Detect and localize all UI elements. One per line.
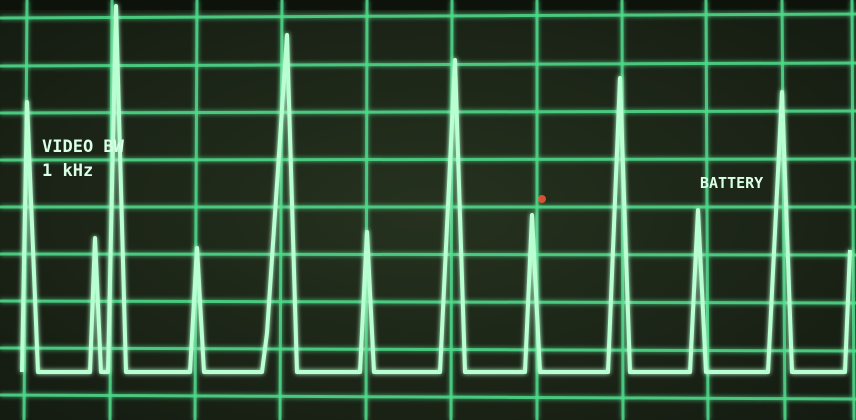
trace [20,4,852,374]
grid-line [0,157,856,162]
grid-line [0,12,856,20]
grid-line [0,346,856,353]
grid-line [193,0,199,420]
marker [538,195,546,203]
grid-line [0,61,856,68]
grid-line [0,109,856,115]
battery-label: BATTERY [700,174,763,192]
grid-line [0,393,856,401]
video-bw-label: VIDEO BW [42,137,125,157]
grid-line [278,0,284,420]
grid-line [0,299,856,305]
grid-line [364,0,369,420]
grid-line [0,252,856,257]
video-bw-value: 1 kHz [42,161,93,181]
top-bar [0,0,856,10]
